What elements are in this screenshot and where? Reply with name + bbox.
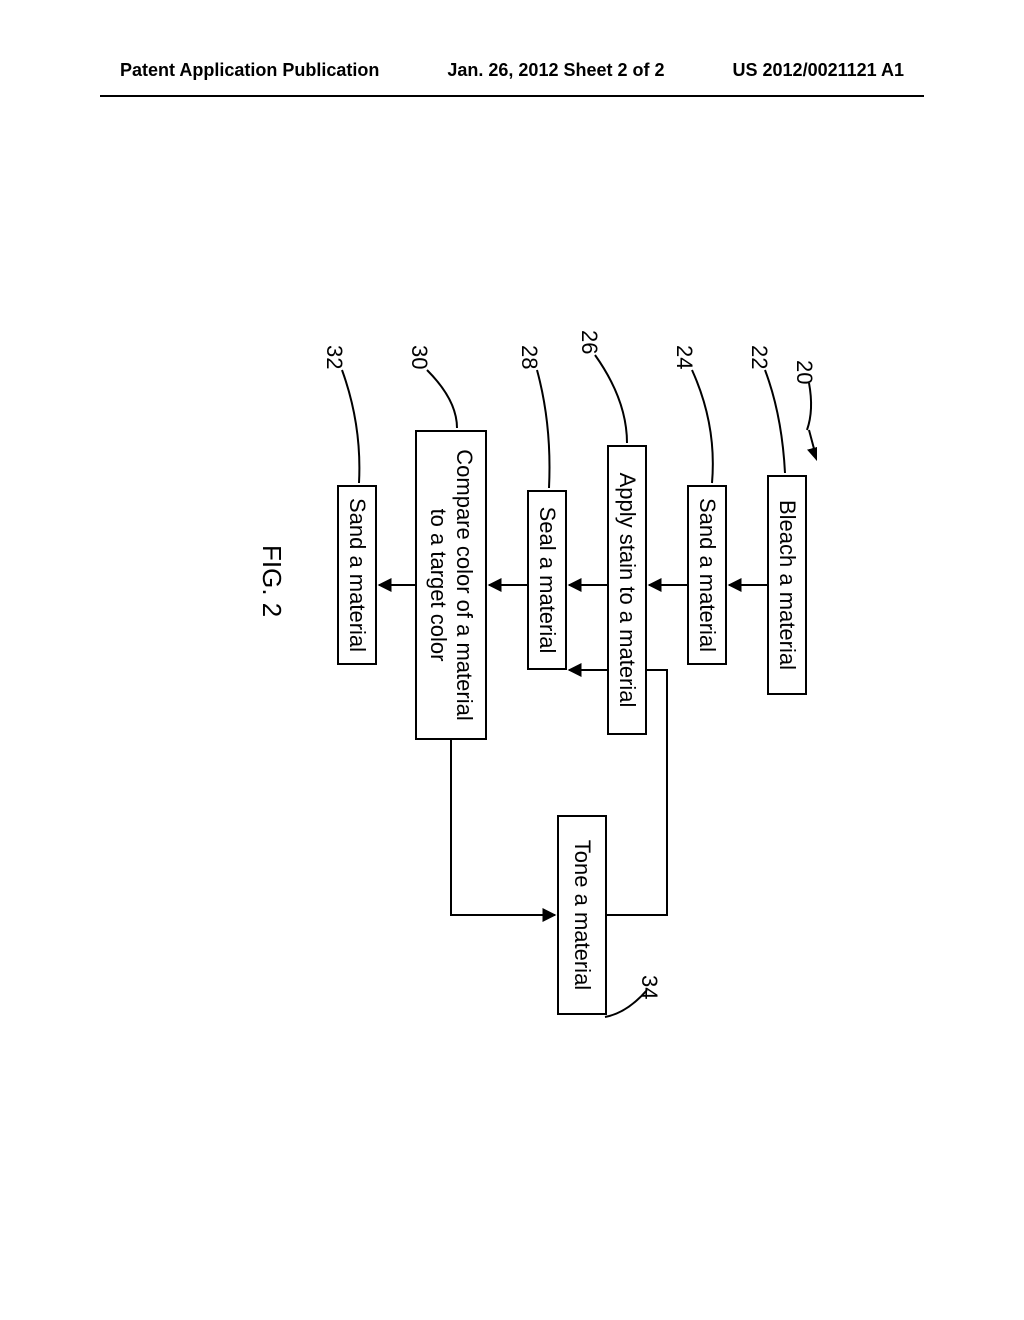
ref-28: 28 [516, 345, 542, 369]
ref-30: 30 [406, 345, 432, 369]
flowchart-rotated-container: FIG. 2 Bleach a material Sand a material A… [207, 265, 817, 1055]
figure-label: FIG. 2 [256, 545, 287, 617]
flow-step-22: Bleach a material [767, 475, 807, 695]
ref-26: 26 [576, 330, 602, 354]
flow-step-32: Sand a material [337, 485, 377, 665]
flow-step-34: Tone a material [557, 815, 607, 1015]
ref-34: 34 [636, 975, 662, 999]
ref-24: 24 [671, 345, 697, 369]
header-rule [100, 95, 924, 97]
ref-20: 20 [791, 360, 817, 384]
ref-32: 32 [321, 345, 347, 369]
flow-step-30: Compare color of a material to a target … [415, 430, 487, 740]
header-center: Jan. 26, 2012 Sheet 2 of 2 [447, 60, 664, 81]
flow-step-26: Apply stain to a material [607, 445, 647, 735]
flow-step-28: Seal a material [527, 490, 567, 670]
flow-step-24: Sand a material [687, 485, 727, 665]
page-header: Patent Application Publication Jan. 26, … [0, 60, 1024, 81]
flowchart: FIG. 2 Bleach a material Sand a material A… [207, 265, 817, 1055]
header-right: US 2012/0021121 A1 [733, 60, 904, 81]
ref-22: 22 [746, 345, 772, 369]
header-left: Patent Application Publication [120, 60, 379, 81]
